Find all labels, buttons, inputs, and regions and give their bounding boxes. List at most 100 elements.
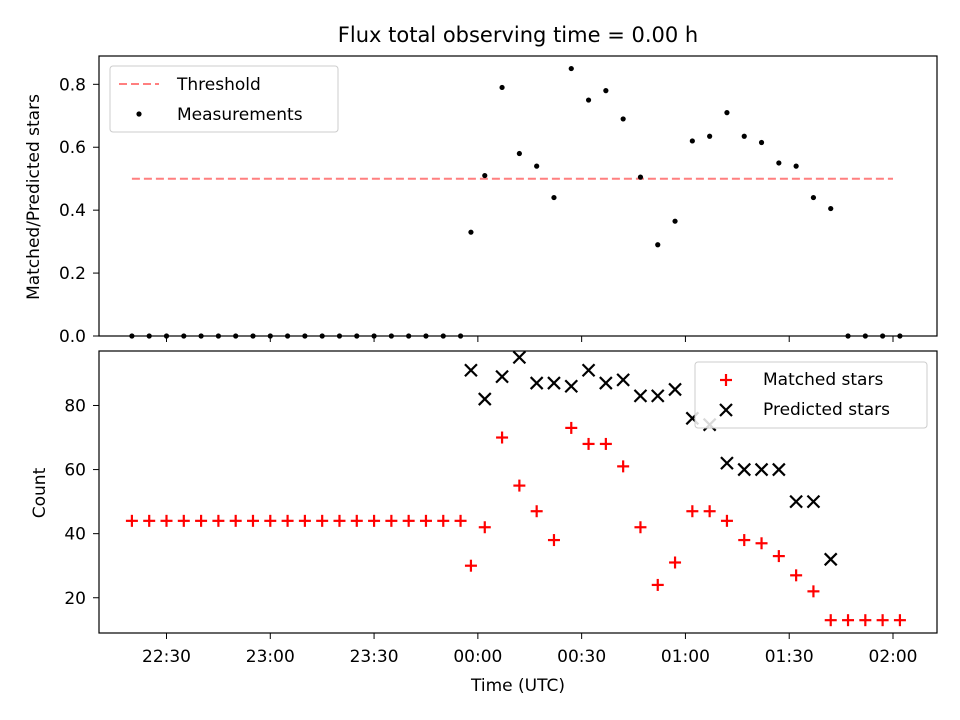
matched-star-marker — [246, 514, 259, 527]
x-axis-label: Time (UTC) — [470, 676, 565, 696]
measurement-point — [828, 205, 834, 212]
top-y-tick-label: 0.0 — [59, 327, 86, 347]
top-legend-box — [109, 65, 339, 133]
matched-star-marker — [669, 556, 682, 569]
matched-star-marker — [143, 514, 156, 527]
matched-star-marker — [565, 421, 578, 434]
measurement-point — [707, 133, 713, 139]
matched-star-marker — [478, 521, 491, 534]
matched-star-marker — [229, 514, 242, 527]
top-y-tick-label: 0.4 — [59, 201, 86, 221]
matched-star-marker — [195, 514, 208, 527]
x-tick-label: 23:00 — [246, 647, 295, 667]
matched-star-marker — [125, 514, 138, 527]
x-tick-label: 23:30 — [350, 647, 399, 667]
matched-star-marker — [807, 585, 820, 598]
measurement-point — [758, 139, 765, 146]
predicted-star-marker — [495, 369, 509, 384]
predicted-star-marker — [464, 363, 478, 378]
matched-star-marker — [350, 514, 363, 527]
predicted-star-marker — [529, 376, 544, 390]
measurement-point — [810, 194, 817, 201]
measurement-point — [585, 97, 592, 103]
measurement-point — [620, 116, 626, 122]
matched-star-marker — [738, 534, 751, 547]
predicted-star-marker — [720, 456, 734, 470]
matched-star-marker — [651, 578, 664, 591]
predicted-legend-label: Predicted stars — [763, 400, 890, 420]
measurement-point — [793, 163, 799, 169]
matched-star-marker — [160, 514, 173, 527]
predicted-star-marker — [772, 462, 786, 477]
measurement-point — [603, 88, 609, 94]
matched-star-marker — [772, 550, 785, 563]
matched-star-marker — [419, 514, 432, 527]
x-tick-label: 00:30 — [557, 647, 606, 667]
matched-star-marker — [316, 514, 329, 527]
predicted-star-marker — [616, 373, 630, 387]
measurement-point — [655, 242, 661, 248]
measurement-point — [689, 138, 695, 144]
predicted-star-marker — [564, 379, 579, 394]
matched-star-marker — [368, 514, 381, 527]
matched-star-marker — [547, 534, 560, 547]
top-chart-title: Flux total observing time = 0.00 h — [338, 23, 698, 47]
top-y-axis-label: Matched/Predicted stars — [24, 94, 44, 300]
matched-star-marker — [454, 514, 467, 527]
matched-star-marker — [599, 437, 612, 450]
bottom-y-tick-label: 20 — [64, 589, 86, 609]
measurement-point — [672, 218, 678, 224]
matched-legend-swatch — [720, 374, 732, 386]
measurement-point — [516, 150, 522, 157]
measurement-point — [568, 65, 574, 72]
measurements-legend-swatch — [136, 111, 142, 117]
measurement-point — [551, 194, 557, 201]
matched-star-marker — [530, 505, 543, 518]
x-tick-label: 01:30 — [765, 647, 814, 667]
matched-legend-label: Matched stars — [763, 370, 883, 390]
top-plot-area: 0.0 0.2 0.4 0.6 0.8 — [59, 65, 903, 347]
top-plot-frame — [98, 55, 938, 337]
matched-star-marker — [634, 521, 647, 534]
bottom-y-tick-label: 60 — [64, 461, 86, 481]
bottom-y-tick-label: 40 — [64, 525, 86, 545]
matched-star-marker — [212, 514, 225, 527]
top-y-tick-label: 0.6 — [59, 138, 86, 158]
bottom-y-axis-label: Count — [30, 467, 50, 518]
matched-star-marker — [790, 569, 803, 582]
matched-star-marker — [264, 514, 277, 527]
matched-star-marker — [842, 614, 855, 627]
matched-star-marker — [893, 614, 906, 627]
matched-star-marker — [513, 479, 526, 492]
predicted-star-marker — [477, 392, 492, 406]
matched-star-marker — [177, 514, 190, 527]
threshold-legend-label: Threshold — [176, 75, 261, 95]
matched-star-marker — [582, 437, 595, 450]
top-legend: Threshold Measurements — [109, 65, 339, 133]
matched-star-marker — [385, 514, 398, 527]
measurements-legend-label: Measurements — [177, 105, 303, 125]
top-y-tick-label: 0.2 — [59, 264, 86, 284]
measurement-point — [741, 133, 747, 139]
x-tick-label: 02:00 — [869, 647, 918, 667]
matched-star-marker — [464, 559, 477, 572]
matched-star-marker — [333, 514, 346, 527]
measurement-point — [724, 110, 730, 116]
measurement-point — [499, 84, 505, 91]
x-tick-label: 01:00 — [661, 647, 710, 667]
bottom-legend-box — [694, 361, 928, 429]
matched-star-marker — [686, 505, 699, 518]
top-y-tick-label: 0.8 — [59, 75, 86, 95]
bottom-y-tick-label: 80 — [64, 396, 86, 416]
bottom-plot-area: 22:30 23:00 23:30 00:00 00:30 01:00 01:30 02:00… — [64, 350, 918, 667]
measurement-point — [468, 229, 474, 235]
matched-star-marker — [876, 614, 889, 627]
matched-star-marker — [859, 614, 872, 627]
matched-star-marker — [281, 514, 294, 527]
matched-star-marker — [703, 505, 716, 518]
measurement-point — [534, 163, 540, 169]
predicted-star-marker — [754, 462, 769, 477]
matched-star-marker — [617, 460, 630, 473]
predicted-star-marker — [668, 382, 682, 397]
predicted-star-marker — [789, 494, 803, 509]
